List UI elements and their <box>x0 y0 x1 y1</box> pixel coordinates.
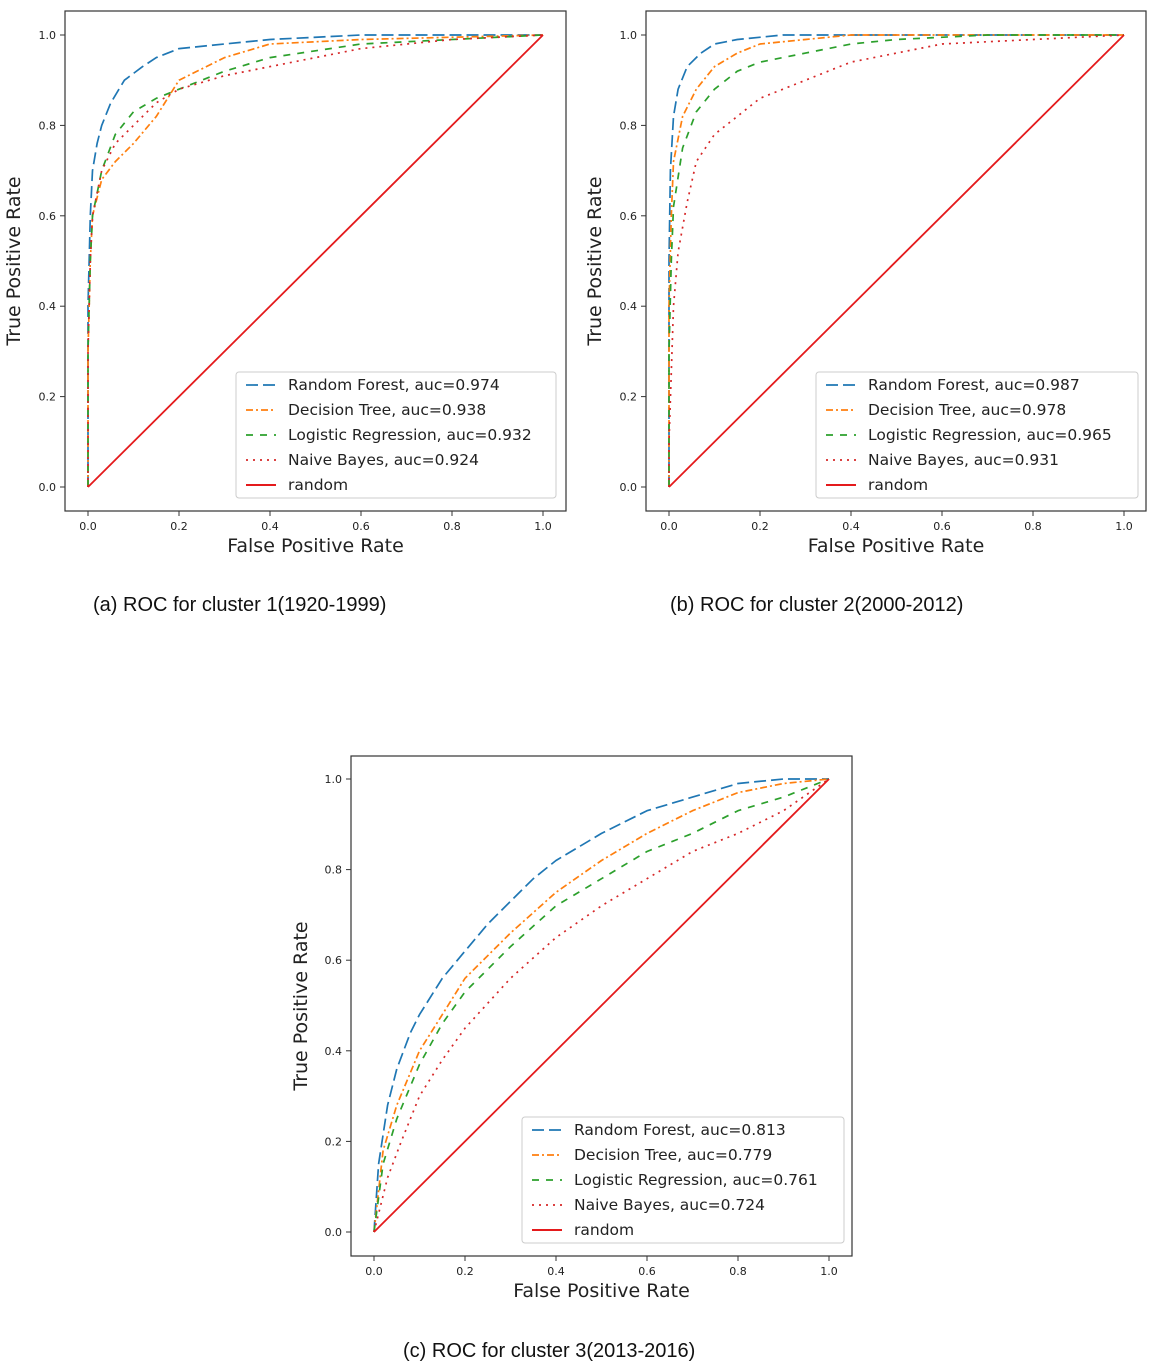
series-line-naive-bayes <box>87 34 544 487</box>
y-tick-label: 0.0 <box>39 481 57 494</box>
legend-box <box>235 371 557 499</box>
legend-box <box>521 1116 845 1244</box>
series-line-naive-bayes <box>373 778 830 1233</box>
plot-b: 0.0 0.2 0.4 0.6 0.8 1.0 0.0 0.2 0.4 0.6 0.8 1.0 Fals… <box>584 10 1147 557</box>
x-tick-label: 0.4 <box>261 520 279 533</box>
y-tick-label: 0.4 <box>620 300 638 313</box>
series-line-random <box>668 34 1125 488</box>
legend: Random Forest, auc=0.974 Decision Tree, a… <box>235 371 557 499</box>
legend-label: Random Forest, auc=0.813 <box>574 1121 786 1139</box>
x-tick-label: 0.8 <box>1024 520 1042 533</box>
series-line-random-forest <box>87 34 543 487</box>
series-line-random <box>87 34 544 488</box>
x-tick-label: 0.2 <box>751 520 769 533</box>
legend-label: Naive Bayes, auc=0.931 <box>868 451 1059 469</box>
legend: Random Forest, auc=0.987 Decision Tree, a… <box>815 371 1139 499</box>
legend-label: Decision Tree, auc=0.938 <box>288 401 486 419</box>
x-axis-label: False Positive Rate <box>513 1280 690 1302</box>
x-axis-label: False Positive Rate <box>808 535 985 557</box>
legend-box <box>815 371 1139 499</box>
y-tick-label: 1.0 <box>39 29 57 42</box>
x-tick-label: 0.2 <box>170 520 188 533</box>
plot-a: 0.0 0.2 0.4 0.6 0.8 1.0 0.0 0.2 0.4 0.6 0.8 1.0 Fals… <box>3 10 567 557</box>
caption-a: (a) ROC for cluster 1(1920-1999) <box>93 594 387 616</box>
legend-label: Logistic Regression, auc=0.932 <box>288 426 532 444</box>
y-tick-label: 0.8 <box>325 864 343 877</box>
x-axis-label: False Positive Rate <box>227 535 404 557</box>
legend-label: Logistic Regression, auc=0.965 <box>868 426 1112 444</box>
x-tick-label: 1.0 <box>1115 520 1133 533</box>
x-tick-label: 0.6 <box>933 520 951 533</box>
y-tick-label: 0.4 <box>325 1045 343 1058</box>
x-tick-label: 0.0 <box>660 520 678 533</box>
plot-c: 0.0 0.2 0.4 0.6 0.8 1.0 0.0 0.2 0.4 0.6 0.8 1.0 Fals… <box>290 755 853 1302</box>
x-tick-label: 0.0 <box>79 520 97 533</box>
series-line-decision-tree <box>373 778 830 1233</box>
series-line-random-forest <box>373 778 829 1233</box>
x-tick-label: 1.0 <box>534 520 552 533</box>
caption-b: (b) ROC for cluster 2(2000-2012) <box>670 594 964 616</box>
legend-label: Random Forest, auc=0.987 <box>868 376 1080 394</box>
y-tick-label: 0.6 <box>620 210 638 223</box>
series-line-random-forest <box>668 34 1124 487</box>
y-axis-label: True Positive Rate <box>290 921 312 1091</box>
legend-label: random <box>288 476 348 494</box>
y-tick-label: 0.2 <box>325 1135 343 1148</box>
legend: Random Forest, auc=0.813 Decision Tree, a… <box>521 1116 845 1244</box>
series-line-random <box>373 778 830 1233</box>
y-tick-label: 0.2 <box>620 391 638 404</box>
y-tick-label: 0.8 <box>39 119 57 132</box>
series-line-logistic-regression <box>668 34 1124 487</box>
y-axis-label: True Positive Rate <box>3 176 25 346</box>
x-tick-label: 0.6 <box>352 520 370 533</box>
axes-frame <box>64 10 567 512</box>
y-tick-label: 1.0 <box>620 29 638 42</box>
legend-label: Naive Bayes, auc=0.724 <box>574 1196 765 1214</box>
x-tick-label: 0.4 <box>842 520 860 533</box>
x-tick-label: 0.8 <box>729 1265 747 1278</box>
y-tick-label: 0.4 <box>39 300 57 313</box>
x-tick-label: 0.4 <box>547 1265 565 1278</box>
series-line-logistic-regression <box>373 778 830 1233</box>
y-tick-label: 0.2 <box>39 391 57 404</box>
series-line-logistic-regression <box>87 34 544 487</box>
y-axis-label: True Positive Rate <box>584 176 606 346</box>
caption-c: (c) ROC for cluster 3(2013-2016) <box>403 1340 696 1362</box>
x-tick-label: 1.0 <box>820 1265 838 1278</box>
y-tick-label: 0.0 <box>325 1226 343 1239</box>
legend-label: Decision Tree, auc=0.779 <box>574 1146 772 1164</box>
y-tick-label: 0.6 <box>325 954 343 967</box>
series-line-decision-tree <box>668 34 1124 487</box>
y-tick-label: 0.6 <box>39 210 57 223</box>
legend-label: Logistic Regression, auc=0.761 <box>574 1171 818 1189</box>
y-tick-label: 0.8 <box>620 119 638 132</box>
legend-label: Decision Tree, auc=0.978 <box>868 401 1066 419</box>
y-tick-label: 1.0 <box>325 773 343 786</box>
x-tick-label: 0.6 <box>638 1265 656 1278</box>
legend-label: Random Forest, auc=0.974 <box>288 376 500 394</box>
x-tick-label: 0.0 <box>365 1265 383 1278</box>
axes-frame <box>645 10 1147 512</box>
legend-label: random <box>574 1221 634 1239</box>
legend-label: random <box>868 476 928 494</box>
x-tick-label: 0.8 <box>443 520 461 533</box>
x-tick-label: 0.2 <box>456 1265 474 1278</box>
y-tick-label: 0.0 <box>620 481 638 494</box>
axes-frame <box>350 755 853 1257</box>
legend-label: Naive Bayes, auc=0.924 <box>288 451 479 469</box>
